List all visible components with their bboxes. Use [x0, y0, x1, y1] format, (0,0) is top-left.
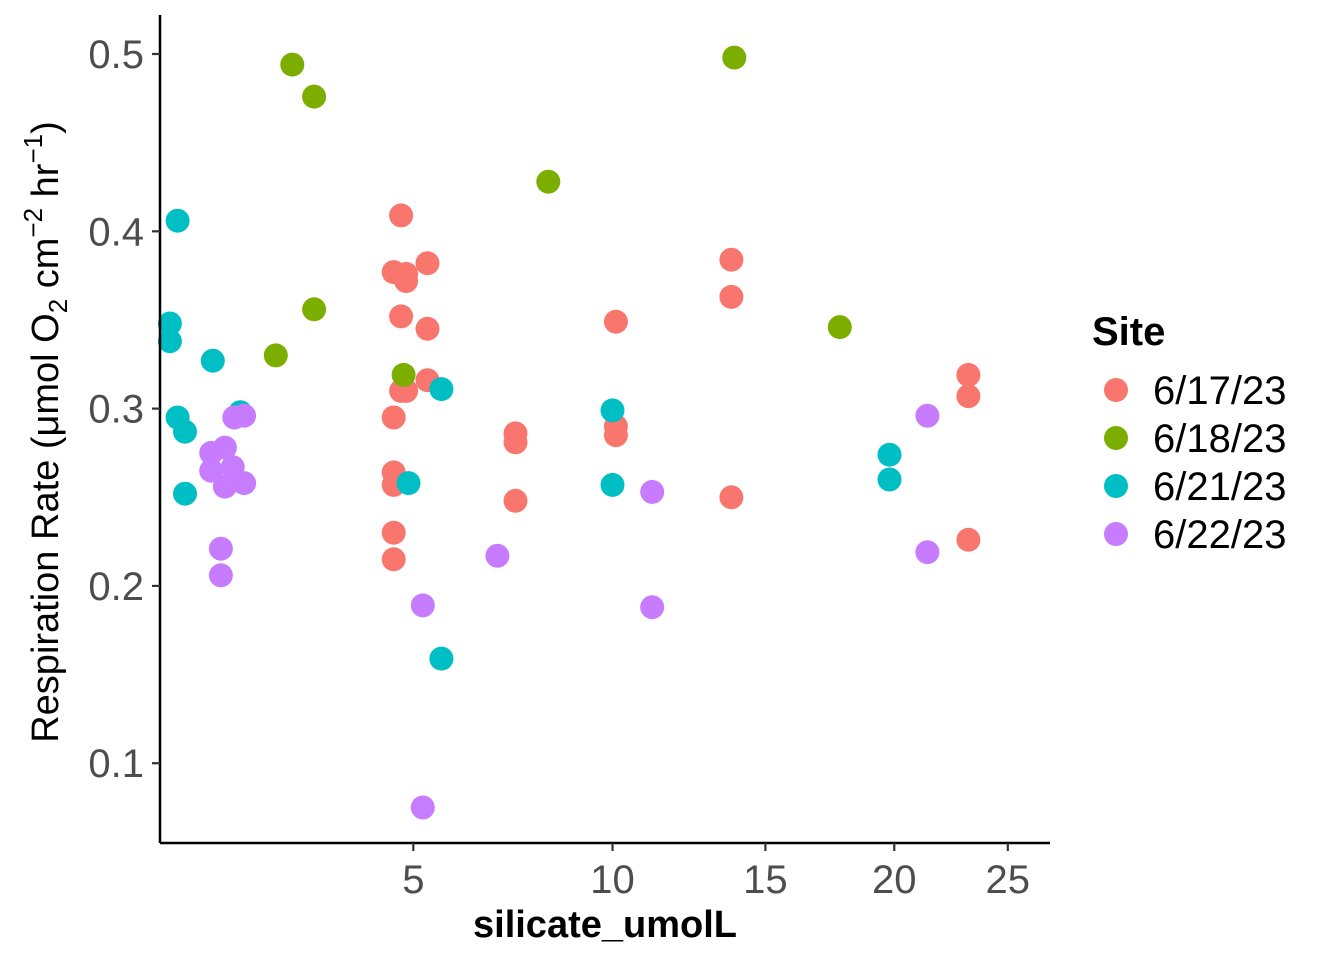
data-point-series-3-2 — [157, 311, 182, 336]
legend-key-4 — [1104, 522, 1128, 546]
data-point-series-1-22 — [719, 247, 744, 272]
data-point-series-4-12 — [410, 795, 435, 820]
data-point-series-1-1 — [389, 203, 414, 228]
data-point-series-3-1 — [165, 208, 190, 233]
data-point-series-3-3 — [157, 329, 182, 354]
data-point-series-1-4 — [394, 269, 419, 293]
data-point-series-4-11 — [410, 593, 435, 618]
x-tick-label: 25 — [986, 858, 1031, 902]
legend-label-2: 6/18/23 — [1153, 417, 1286, 461]
data-point-series-1-18 — [503, 488, 528, 513]
data-point-series-4-5 — [212, 435, 237, 460]
data-point-series-1-15 — [381, 547, 406, 572]
data-point-series-1-17 — [503, 430, 528, 455]
y-tick-label: 0.1 — [88, 742, 144, 786]
data-point-series-1-14 — [381, 520, 406, 545]
data-point-series-2-8 — [827, 315, 852, 340]
data-point-series-1-27 — [956, 527, 981, 552]
data-point-series-3-9 — [396, 471, 421, 496]
x-tick-label: 10 — [590, 858, 635, 902]
data-point-series-4-14 — [640, 479, 665, 504]
data-point-series-4-4 — [208, 563, 233, 588]
data-point-series-1-26 — [956, 384, 981, 409]
data-point-series-4-3 — [208, 536, 233, 561]
data-point-series-4-6 — [212, 474, 237, 499]
x-tick-label: 15 — [743, 858, 788, 902]
data-point-series-4-2 — [199, 458, 224, 483]
data-point-series-4-9 — [232, 403, 257, 428]
legend-label-4: 6/22/23 — [1153, 513, 1286, 557]
data-point-series-4-10 — [232, 471, 257, 496]
data-point-series-3-11 — [429, 646, 454, 671]
axes-layer: 0.1 0.2 0.3 0.4 0.5 5 10 15 20 25 — [88, 15, 1050, 902]
data-point-series-1-21 — [603, 423, 628, 448]
data-point-series-3-15 — [877, 467, 902, 492]
data-point-series-3-14 — [877, 442, 902, 467]
legend-label-1: 6/17/23 — [1153, 369, 1286, 413]
data-point-series-3-10 — [429, 377, 454, 402]
data-point-series-3-5 — [173, 419, 197, 444]
x-axis-title: silicate_umolL — [473, 904, 737, 946]
data-point-series-1-23 — [719, 284, 744, 309]
legend-key-2 — [1104, 426, 1128, 450]
data-point-series-1-5 — [415, 251, 440, 276]
x-tick-label: 5 — [402, 858, 424, 902]
data-point-series-4-17 — [915, 540, 940, 565]
data-point-series-4-13 — [485, 543, 510, 568]
legend-key-1 — [1104, 378, 1128, 402]
y-tick-label: 0.3 — [88, 388, 144, 432]
legend-key-3 — [1104, 474, 1128, 498]
legend: Site 6/17/236/18/236/21/236/22/23 — [1092, 310, 1286, 557]
data-point-series-4-15 — [640, 595, 665, 620]
data-point-series-4-16 — [915, 403, 940, 428]
y-axis-title: Respiration Rate (μmol O2 cm−2 hr−1) — [18, 121, 73, 743]
x-tick-label: 20 — [872, 858, 917, 902]
data-point-series-2-4 — [263, 343, 288, 368]
data-point-series-1-19 — [603, 309, 628, 334]
data-point-series-3-12 — [600, 398, 625, 423]
data-point-series-2-6 — [536, 169, 561, 194]
data-point-series-1-6 — [389, 304, 414, 329]
data-point-series-3-13 — [600, 472, 625, 497]
y-tick-label: 0.4 — [88, 210, 144, 254]
data-point-series-2-2 — [302, 84, 327, 109]
data-point-series-1-25 — [956, 362, 981, 387]
data-point-series-2-3 — [302, 297, 327, 322]
data-point-series-2-1 — [280, 52, 305, 77]
data-point-series-3-7 — [200, 348, 225, 373]
points-layer — [157, 45, 981, 820]
data-point-series-1-7 — [415, 316, 440, 341]
data-point-series-2-5 — [391, 362, 416, 387]
legend-label-3: 6/21/23 — [1153, 465, 1286, 509]
y-tick-label: 0.5 — [88, 33, 144, 77]
data-point-series-1-11 — [381, 405, 406, 430]
y-tick-label: 0.2 — [88, 565, 144, 609]
data-point-series-1-24 — [719, 485, 744, 510]
data-point-series-3-6 — [173, 481, 197, 506]
data-point-series-2-7 — [722, 45, 747, 70]
legend-title: Site — [1092, 310, 1165, 354]
